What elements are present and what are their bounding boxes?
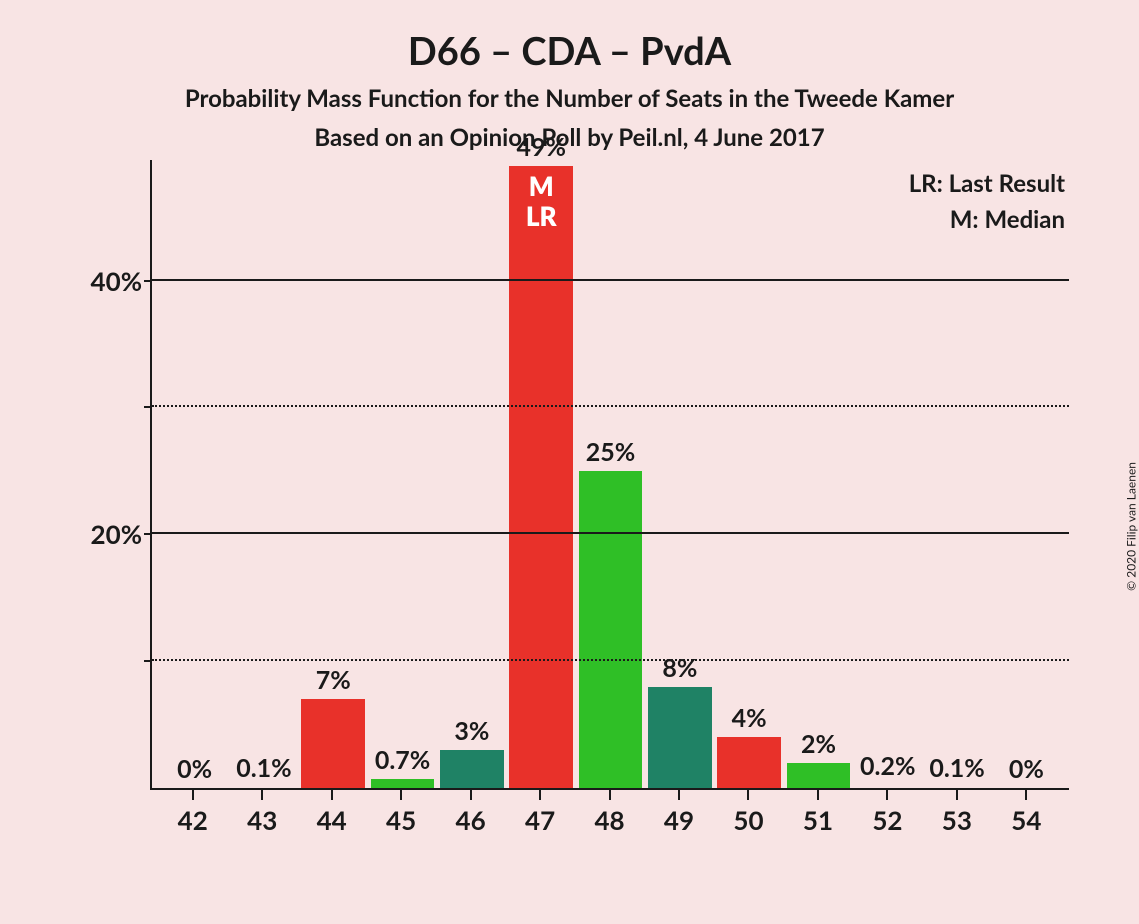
bar-slot: 4%	[715, 160, 784, 788]
bar: 4%	[717, 737, 781, 788]
xtick-label: 50	[733, 804, 763, 836]
x-slot: 42	[158, 790, 227, 850]
bar-slot: 0%	[160, 160, 229, 788]
bar: 3%	[440, 750, 504, 788]
xtick-mark	[1025, 790, 1027, 800]
bar-value-label: 0%	[1009, 754, 1044, 784]
ytick-label: 40%	[91, 265, 152, 297]
x-slot: 54	[992, 790, 1061, 850]
xtick-mark	[192, 790, 194, 800]
bar-slot: 49%MLR	[507, 160, 576, 788]
xtick-mark	[678, 790, 680, 800]
chart-title: D66 – CDA – PvdA	[30, 28, 1109, 74]
x-slot: 46	[436, 790, 505, 850]
xtick-label: 47	[525, 804, 555, 836]
xtick-mark	[261, 790, 263, 800]
ytick-mark	[144, 660, 152, 662]
ytick-label: 20%	[91, 518, 152, 550]
bar-value-label: 2%	[801, 729, 836, 759]
bar-slot: 0.1%	[922, 160, 991, 788]
bar-slot: 0.2%	[853, 160, 922, 788]
gridline	[152, 279, 1069, 281]
gridline	[152, 659, 1069, 661]
chart-subtitle-2: Based on an Opinion Poll by Peil.nl, 4 J…	[30, 123, 1109, 152]
bar-slot: 0%	[992, 160, 1061, 788]
gridline	[152, 532, 1069, 534]
x-slot: 45	[366, 790, 435, 850]
bar: 0.1%	[925, 787, 989, 788]
xtick-label: 53	[942, 804, 972, 836]
bar-slot: 3%	[437, 160, 506, 788]
bar: 25%	[579, 471, 643, 788]
copyright-text: © 2020 Filip van Laenen	[1124, 462, 1139, 591]
bar-value-label: 3%	[454, 716, 489, 746]
bar-value-label: 7%	[316, 665, 351, 695]
xtick-mark	[609, 790, 611, 800]
x-slot: 49	[644, 790, 713, 850]
xtick-label: 44	[317, 804, 347, 836]
bar-value-label: 0%	[177, 754, 212, 784]
bar-slot: 2%	[784, 160, 853, 788]
bar: 2%	[787, 763, 851, 788]
bar: 7%	[301, 699, 365, 788]
bar-slot: 7%	[299, 160, 368, 788]
bar-value-label: 8%	[662, 653, 697, 683]
bar-value-label: 0.1%	[236, 753, 291, 783]
x-slot: 48	[575, 790, 644, 850]
bar-value-label: 0.2%	[860, 751, 915, 781]
xtick-mark	[400, 790, 402, 800]
bar-slot: 0.1%	[229, 160, 298, 788]
x-slot: 47	[505, 790, 574, 850]
xtick-mark	[747, 790, 749, 800]
xtick-mark	[470, 790, 472, 800]
x-slot: 53	[922, 790, 991, 850]
xtick-label: 43	[247, 804, 277, 836]
xtick-label: 45	[386, 804, 416, 836]
bar: 0.2%	[856, 785, 920, 788]
xtick-mark	[331, 790, 333, 800]
bar-value-label: 0.1%	[929, 753, 984, 783]
bar: 8%	[648, 687, 712, 788]
chart-page: © 2020 Filip van Laenen D66 – CDA – PvdA…	[0, 0, 1139, 924]
bar-value-label: 49%	[516, 132, 566, 162]
chart-subtitle-1: Probability Mass Function for the Number…	[30, 84, 1109, 113]
xtick-mark	[956, 790, 958, 800]
bar-value-label: 0.7%	[375, 745, 430, 775]
bar: 49%MLR	[509, 166, 573, 788]
bar: 0.1%	[232, 787, 296, 788]
xtick-label: 54	[1011, 804, 1041, 836]
bar-slot: 0.7%	[368, 160, 437, 788]
xtick-label: 46	[456, 804, 486, 836]
gridline	[152, 405, 1069, 407]
x-slot: 52	[853, 790, 922, 850]
xtick-label: 51	[803, 804, 833, 836]
xtick-label: 48	[594, 804, 624, 836]
x-slot: 50	[714, 790, 783, 850]
xtick-label: 49	[664, 804, 694, 836]
xtick-mark	[886, 790, 888, 800]
bar-value-label: 4%	[732, 703, 767, 733]
plot-area: LR: Last Result M: Median 0%0.1%7%0.7%3%…	[150, 160, 1069, 790]
chart-area: LR: Last Result M: Median 0%0.1%7%0.7%3%…	[90, 160, 1079, 850]
ytick-mark	[144, 406, 152, 408]
x-slot: 44	[297, 790, 366, 850]
bar-value-label: 25%	[586, 437, 636, 467]
xtick-mark	[539, 790, 541, 800]
bar-slot: 8%	[645, 160, 714, 788]
xtick-label: 42	[178, 804, 208, 836]
xtick-mark	[817, 790, 819, 800]
x-axis: 42 43 44 45 46 47 48 49 50 51 52 53 54	[150, 790, 1069, 850]
bars-container: 0%0.1%7%0.7%3%49%MLR25%8%4%2%0.2%0.1%0%	[152, 160, 1069, 788]
bar: 0.7%	[371, 779, 435, 788]
xtick-label: 52	[872, 804, 902, 836]
bar-slot: 25%	[576, 160, 645, 788]
bar-flags: MLR	[526, 172, 557, 232]
x-slot: 43	[227, 790, 296, 850]
x-slot: 51	[783, 790, 852, 850]
